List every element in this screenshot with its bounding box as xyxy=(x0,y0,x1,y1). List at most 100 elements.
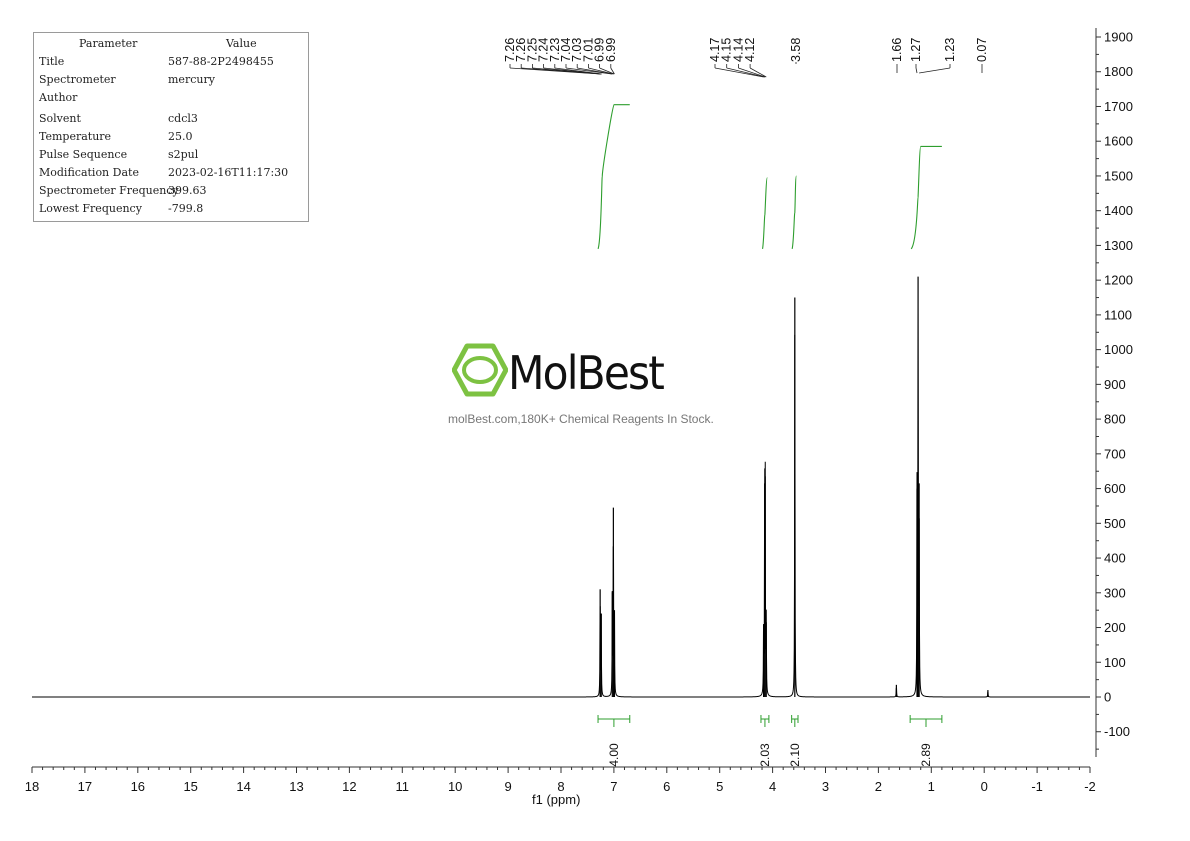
y-tick-label: 1800 xyxy=(1104,64,1133,79)
peak-label: 1.27 xyxy=(909,38,923,62)
peak-labels: 7.267.267.257.247.237.047.037.016.996.99… xyxy=(503,38,989,78)
peak-leader xyxy=(915,67,918,74)
spectrum-trace xyxy=(32,276,1090,698)
peak-label: 7.26 xyxy=(514,38,528,62)
y-tick-label: 600 xyxy=(1104,481,1126,496)
parameter-key: Spectrometer Frequency xyxy=(39,184,179,197)
peak-label: 4.12 xyxy=(743,38,757,62)
parameter-value: 25.0 xyxy=(168,130,193,143)
x-tick-label: -2 xyxy=(1084,779,1096,794)
x-tick-label: 6 xyxy=(663,779,670,794)
peak-label: 7.24 xyxy=(537,38,551,62)
parameter-key: Author xyxy=(39,91,78,104)
y-tick-label: 1000 xyxy=(1104,342,1133,357)
peak-label: 4.15 xyxy=(720,38,734,62)
x-tick-label: 13 xyxy=(289,779,303,794)
peak-leader xyxy=(738,67,766,78)
x-tick-label: 0 xyxy=(981,779,988,794)
spectrum-line xyxy=(32,307,1090,698)
integral-curve xyxy=(597,104,630,250)
y-tick-label: 1100 xyxy=(1104,307,1132,322)
y-tick-label: 1600 xyxy=(1104,134,1133,149)
peak-leader xyxy=(749,67,767,78)
parameter-value: cdcl3 xyxy=(168,112,198,125)
peak-leader xyxy=(610,67,615,75)
parameter-row: Title 587-88-2P2498455 xyxy=(34,55,308,71)
y-tick-label: 100 xyxy=(1104,655,1126,670)
parameter-key: Spectrometer xyxy=(39,73,116,86)
x-tick-label: 16 xyxy=(131,779,145,794)
parameter-key: Modification Date xyxy=(39,166,139,179)
peak-label: 4.14 xyxy=(731,38,745,62)
y-tick-label: 1200 xyxy=(1104,273,1133,288)
benzene-hexagon-icon xyxy=(452,343,508,397)
x-tick-label: 1 xyxy=(928,779,935,794)
y-tick-label: 800 xyxy=(1104,412,1126,427)
x-tick-label: 3 xyxy=(822,779,829,794)
x-tick-label: 12 xyxy=(342,779,356,794)
peak-label: 4.17 xyxy=(708,38,722,62)
parameter-table-header: Parameter Value xyxy=(34,37,308,53)
parameter-key: Temperature xyxy=(39,130,112,143)
x-tick-label: 18 xyxy=(25,779,39,794)
x-tick-label: 4 xyxy=(769,779,776,794)
parameter-row: Temperature 25.0 xyxy=(34,130,308,146)
integral-curves xyxy=(597,104,942,250)
parameter-key: Title xyxy=(39,55,65,68)
integral-label: 2.89 xyxy=(919,743,933,767)
y-tick-label: -100 xyxy=(1104,724,1130,739)
peak-leader xyxy=(577,67,613,75)
y-tick-label: 1300 xyxy=(1104,238,1133,253)
parameter-table: Parameter Value Title 587-88-2P2498455 Sp… xyxy=(33,32,309,222)
peak-leader xyxy=(714,67,764,78)
parameter-value: s2pul xyxy=(168,148,199,161)
peak-label: 0.07 xyxy=(975,38,989,62)
watermark: MolBest molBest.com,180K+ Chemical Reage… xyxy=(448,340,748,440)
peak-label: 6.99 xyxy=(604,38,618,62)
y-tick-label: 0 xyxy=(1104,690,1111,705)
parameter-value: 587-88-2P2498455 xyxy=(168,55,274,68)
parameter-row: Spectrometer mercury xyxy=(34,73,308,89)
integral-bars: 4.00 2.03 2.10 2.89 xyxy=(597,715,943,767)
parameter-row: Spectrometer Frequency 399.63 xyxy=(34,184,308,200)
integral-curve xyxy=(910,145,942,250)
y-tick-label: 400 xyxy=(1104,551,1126,566)
parameter-row: Pulse Sequence s2pul xyxy=(34,148,308,164)
peak-label: 7.03 xyxy=(570,38,584,62)
peak-label: 1.66 xyxy=(890,38,904,62)
peak-label: 6.99 xyxy=(593,38,607,62)
x-tick-label: -1 xyxy=(1031,779,1043,794)
x-tick-label: 10 xyxy=(448,779,462,794)
x-tick-label: 14 xyxy=(236,779,250,794)
x-tick-label: 7 xyxy=(610,779,617,794)
peak-label: 3.58 xyxy=(789,38,803,62)
parameter-value: mercury xyxy=(168,73,215,86)
peak-leader xyxy=(919,67,951,74)
integral-curve xyxy=(791,175,797,250)
header-parameter: Parameter xyxy=(79,37,138,50)
x-tick-label: 9 xyxy=(504,779,511,794)
peak-label: 7.26 xyxy=(503,38,517,62)
y-tick-label: 1400 xyxy=(1104,203,1133,218)
parameter-row: Author xyxy=(34,91,308,107)
peak-leader xyxy=(599,67,615,75)
y-tick-label: 1700 xyxy=(1104,99,1133,114)
y-tick-label: 200 xyxy=(1104,620,1126,635)
peak-leader xyxy=(726,67,765,78)
y-tick-label: 1500 xyxy=(1104,168,1133,183)
integral-label: 2.10 xyxy=(788,743,802,767)
x-tick-label: 17 xyxy=(78,779,92,794)
watermark-brand: MolBest xyxy=(508,346,665,400)
integral-curve xyxy=(762,177,768,249)
y-tick-label: 500 xyxy=(1104,516,1126,531)
parameter-key: Pulse Sequence xyxy=(39,148,128,161)
axes: 18 17 16 15 14 13 12 11 10 9 8 7 6 5 4 3 2 1 0 -1 -219001800… xyxy=(25,28,1133,794)
parameter-value: -799.8 xyxy=(168,202,204,215)
parameter-key: Solvent xyxy=(39,112,81,125)
peak-leader xyxy=(588,67,614,75)
peak-label: 7.01 xyxy=(581,38,595,62)
y-tick-label: 700 xyxy=(1104,446,1126,461)
parameter-value: 2023-02-16T11:17:30 xyxy=(168,166,289,179)
x-tick-label: 5 xyxy=(716,779,723,794)
